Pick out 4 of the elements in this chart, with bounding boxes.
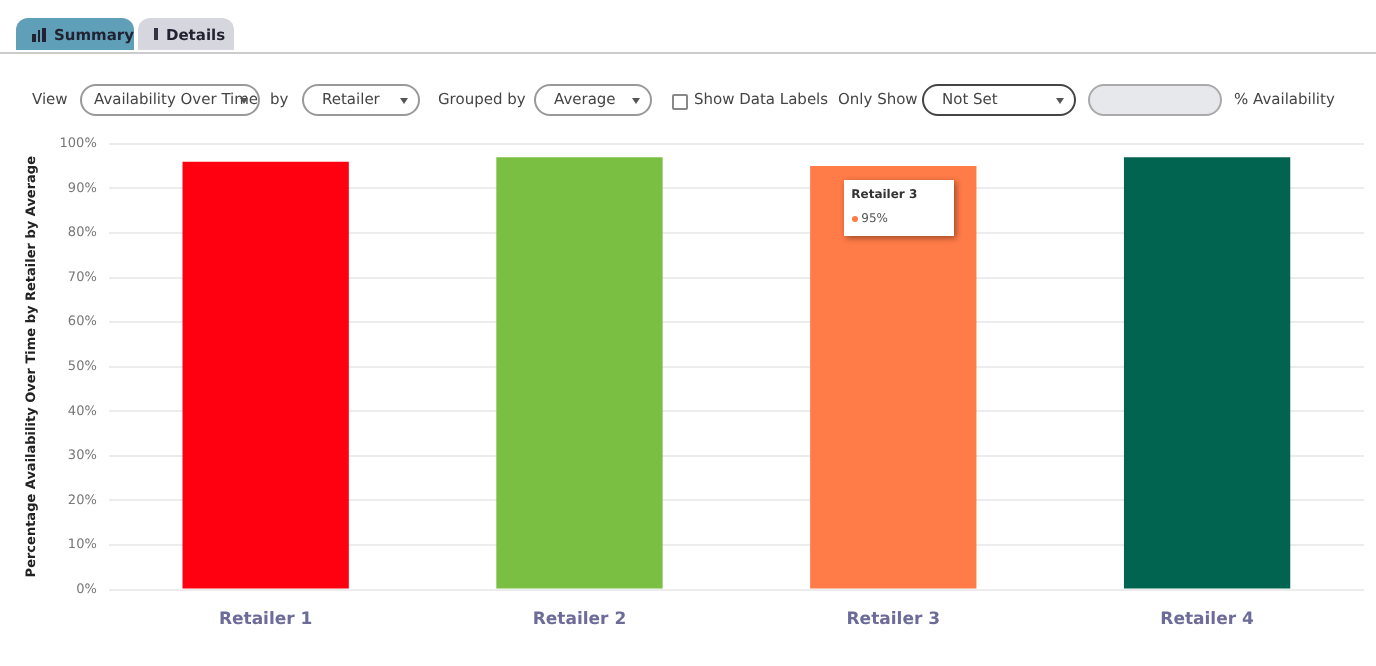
x-tick-label: Retailer 2: [532, 610, 627, 631]
x-tick-label: Retailer 4: [1160, 610, 1255, 631]
x-tick-label: Retailer 1: [218, 610, 313, 631]
x-tick-label: Retailer 3: [846, 610, 941, 631]
